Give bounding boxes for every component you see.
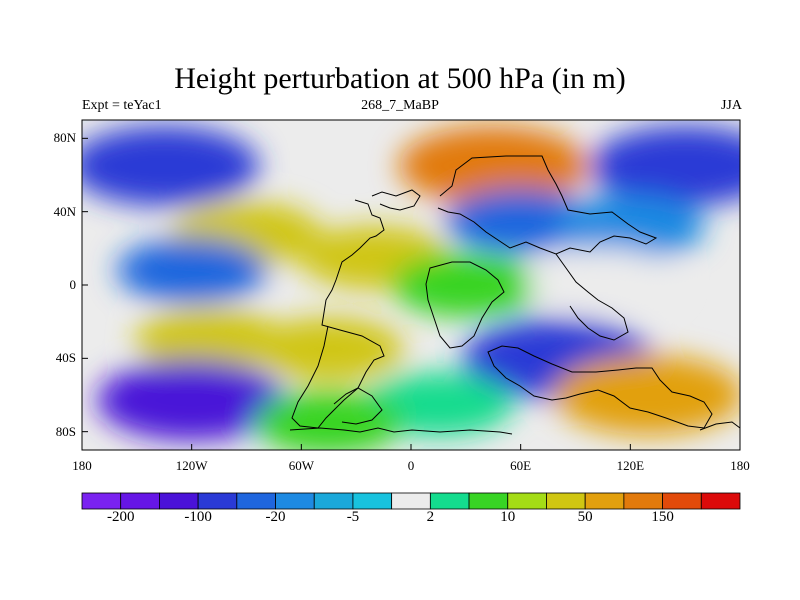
field-blob-0 xyxy=(82,125,260,206)
lat-label-1: 40N xyxy=(53,203,76,219)
field-blob-10 xyxy=(134,308,285,372)
colorbar-swatch-8 xyxy=(391,492,431,510)
colorbar xyxy=(81,492,741,510)
field-blob-7 xyxy=(116,238,267,303)
colorbar-label-2: -20 xyxy=(265,509,286,525)
axis-ticks xyxy=(81,137,741,450)
colorbar-swatch-11 xyxy=(507,492,547,510)
colorbar-swatch-16 xyxy=(700,492,741,510)
colorbar-swatch-15 xyxy=(662,492,702,510)
field-blob-2 xyxy=(398,125,589,206)
americas-outline xyxy=(291,199,385,429)
colorbar-swatch-13 xyxy=(584,492,625,510)
lon-label-3: 0 xyxy=(407,458,415,473)
colorbar-swatch-1 xyxy=(120,492,160,510)
colorbar-swatch-5 xyxy=(275,492,315,510)
colorbar-label-1: -100 xyxy=(184,509,212,525)
colorbar-label-3: -5 xyxy=(346,509,360,525)
colorbar-swatch-10 xyxy=(468,492,509,510)
field-blob-13 xyxy=(553,355,740,435)
colorbar-swatch-14 xyxy=(623,492,663,510)
lon-label-6: 180 xyxy=(730,458,750,473)
lon-label-4: 60E xyxy=(510,458,532,473)
run-label: 268_7_MaBP xyxy=(361,98,439,113)
field-blob-9 xyxy=(527,247,678,312)
antarctica-outline xyxy=(289,427,513,435)
south-asia-outline xyxy=(555,253,629,341)
greenland-outline xyxy=(371,189,421,211)
coastline-outlines xyxy=(289,155,740,435)
colorbar-swatch-4 xyxy=(236,492,276,510)
lon-label-0: 180 xyxy=(72,458,92,473)
season-label: JJA xyxy=(720,98,742,113)
field-blob-14 xyxy=(96,360,287,441)
colorbar-label-5: 10 xyxy=(500,509,516,525)
colorbar-swatch-6 xyxy=(313,492,354,510)
field-blob-1 xyxy=(590,125,740,206)
field-blob-16 xyxy=(253,390,404,450)
colorbar-swatch-9 xyxy=(429,492,470,510)
field-blob-6 xyxy=(555,194,706,259)
eurasia-outline xyxy=(437,155,658,255)
lon-label-2: 60W xyxy=(288,458,314,473)
lon-label-5: 120E xyxy=(616,458,645,473)
colorbar-swatch-7 xyxy=(352,492,393,510)
field-blob-8 xyxy=(390,253,541,317)
colorbar-label-4: 2 xyxy=(426,509,435,525)
east-antarctica-outline xyxy=(699,421,740,431)
colorbar-swatch-2 xyxy=(159,492,199,510)
oceania-outline xyxy=(487,345,713,429)
antarctic-peninsula-outline xyxy=(333,387,383,425)
africa-outline xyxy=(425,261,505,349)
colorbar-swatch-12 xyxy=(546,492,586,510)
colorbar-swatch-3 xyxy=(197,492,238,510)
lat-label-4: 80S xyxy=(55,423,76,439)
map-title: Height perturbation at 500 hPa (in m) xyxy=(174,62,626,95)
field-blob-5 xyxy=(445,188,596,253)
lat-label-2: 0 xyxy=(69,277,77,292)
lat-label-0: 80N xyxy=(53,130,76,146)
lat-label-3: 40S xyxy=(55,350,76,366)
experiment-label: Expt = teYac1 xyxy=(82,98,162,113)
height-field xyxy=(82,125,740,450)
colorbar-label-7: 150 xyxy=(651,509,674,525)
colorbar-label-6: 50 xyxy=(577,509,593,525)
field-blob-11 xyxy=(253,317,404,382)
colorbar-swatch-0 xyxy=(81,492,122,510)
colorbar-label-0: -200 xyxy=(106,509,135,525)
lon-label-1: 120W xyxy=(175,458,208,473)
